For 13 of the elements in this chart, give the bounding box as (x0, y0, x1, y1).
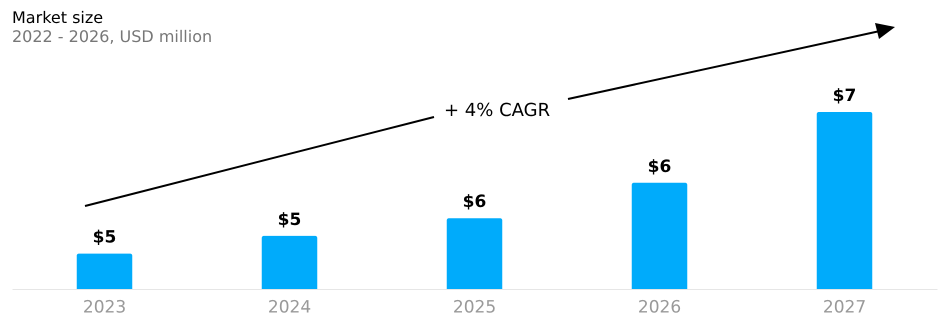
x-tick-label: 2027 (822, 298, 866, 318)
data-label: $5 (278, 210, 302, 230)
data-label: $6 (462, 192, 486, 212)
data-label: $6 (648, 156, 672, 177)
x-tick-label: 2026 (638, 298, 682, 318)
chart-title: Market size (12, 8, 104, 27)
chart-subtitle: 2022 - 2026, USD million (12, 27, 212, 46)
x-tick-label: 2023 (82, 298, 126, 318)
x-tick-label: 2025 (452, 298, 496, 318)
x-tick-label: 2024 (268, 298, 312, 318)
annotation: + 4% CAGR (440, 100, 554, 121)
data-label: $7 (832, 86, 856, 106)
data-label: $5 (92, 228, 116, 248)
